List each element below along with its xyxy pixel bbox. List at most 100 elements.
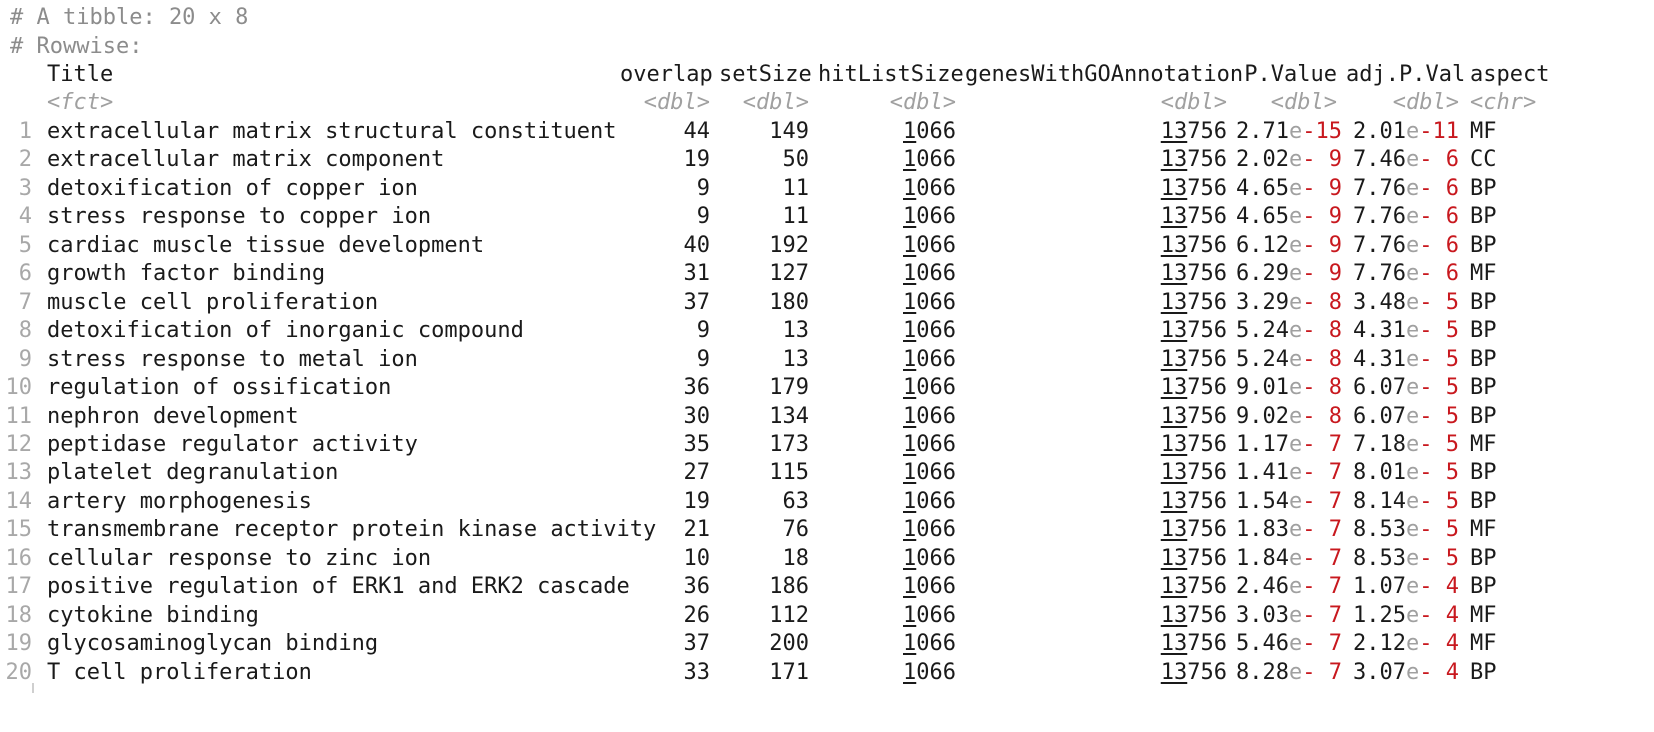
cell-geneswithgoannotation: 13756 [1160,147,1227,172]
cell-setsize: 186 [769,574,809,599]
cell-title: extracellular matrix component [47,147,445,172]
cell-setsize: 112 [769,603,809,628]
cell-geneswithgoannotation: 13756 [1160,204,1227,229]
cell-geneswithgoannotation: 13756 [1160,318,1227,343]
row-number: 4 [18,204,32,229]
tibble-info: # A tibble: 20 x 8 [10,5,249,30]
cell-geneswithgoannotation: 13756 [1160,119,1227,144]
cell-adj-pval: 7.18e- 5 [1353,432,1459,457]
cell-overlap: 40 [683,233,711,258]
cell-pvalue: 6.29e- 9 [1236,261,1342,286]
cell-setsize: 149 [769,119,809,144]
cell-title: stress response to metal ion [47,347,418,372]
cell-overlap: 27 [683,460,711,485]
cell-hitlistsize: 1066 [903,318,956,343]
cell-overlap: 21 [683,517,711,542]
cell-hitlistsize: 1066 [903,261,956,286]
cell-geneswithgoannotation: 13756 [1160,404,1227,429]
cell-geneswithgoannotation: 13756 [1160,489,1227,514]
column-header-aspect: aspect [1470,62,1550,87]
column-header-hitlistsize: hitListSize [818,62,964,87]
cell-aspect: BP [1470,318,1497,343]
cell-aspect: BP [1470,460,1497,485]
cell-geneswithgoannotation: 13756 [1160,517,1227,542]
cell-aspect: BP [1470,204,1497,229]
table-row: 18 cytokine binding 26 112 1066 13756 3.03e- 7… [0,601,1654,631]
cell-setsize: 13 [782,347,810,372]
column-type-row: <fct> <dbl> <dbl> <dbl> <dbl> <dbl> <dbl> <chr> [0,88,1654,118]
column-type-adj-p-val: <dbl> [1392,90,1459,115]
cell-hitlistsize: 1066 [903,290,956,315]
table-row: 3 detoxification of copper ion 9 11 1066 1375… [0,174,1654,204]
column-type-overlap: <dbl> [643,90,710,115]
table-row: 13 platelet degranulation 27 115 1066 13756 1.… [0,458,1654,488]
cell-hitlistsize: 1066 [903,119,956,144]
row-number: 3 [18,176,32,201]
rowwise-info: # Rowwise: [10,34,143,59]
cell-aspect: BP [1470,489,1497,514]
cell-overlap: 30 [683,404,711,429]
cell-hitlistsize: 1066 [903,176,956,201]
cell-geneswithgoannotation: 13756 [1160,660,1227,685]
cell-setsize: 134 [769,404,809,429]
row-number: 2 [18,147,32,172]
table-row: 4 stress response to copper ion 9 11 1066 137… [0,202,1654,232]
cell-setsize: 180 [769,290,809,315]
cell-geneswithgoannotation: 13756 [1160,261,1227,286]
cell-pvalue: 3.29e- 8 [1236,290,1342,315]
cell-adj-pval: 6.07e- 5 [1353,404,1459,429]
table-row: 7 muscle cell proliferation 37 180 1066 13756… [0,288,1654,318]
cell-adj-pval: 8.14e- 5 [1353,489,1459,514]
cell-hitlistsize: 1066 [903,546,956,571]
cell-title: nephron development [47,404,299,429]
cell-pvalue: 1.54e- 7 [1236,489,1342,514]
column-header-p-value: P.Value [1244,62,1337,87]
cell-overlap: 37 [683,631,711,656]
cell-setsize: 173 [769,432,809,457]
cell-setsize: 127 [769,261,809,286]
cell-title: cardiac muscle tissue development [47,233,485,258]
cell-pvalue: 2.46e- 7 [1236,574,1342,599]
row-number: 18 [5,603,33,628]
cell-aspect: BP [1470,375,1497,400]
table-row: 19 glycosaminoglycan binding 37 200 1066 1375… [0,629,1654,659]
cell-geneswithgoannotation: 13756 [1160,375,1227,400]
table-row: 5 cardiac muscle tissue development 40 192 1… [0,231,1654,261]
cell-hitlistsize: 1066 [903,204,956,229]
cell-adj-pval: 4.31e- 5 [1353,347,1459,372]
cell-pvalue: 8.28e- 7 [1236,660,1342,685]
column-type-hitlistsize: <dbl> [889,90,956,115]
table-row: 20 T cell proliferation 33 171 1066 13756 8.28… [0,658,1654,688]
cell-setsize: 76 [782,517,810,542]
cell-overlap: 10 [683,546,711,571]
cell-aspect: BP [1470,176,1497,201]
cell-setsize: 50 [782,147,810,172]
cell-aspect: BP [1470,404,1497,429]
cell-pvalue: 1.84e- 7 [1236,546,1342,571]
table-row: 11 nephron development 30 134 1066 13756 9.02e… [0,402,1654,432]
cell-setsize: 200 [769,631,809,656]
cell-aspect: MF [1470,261,1497,286]
cell-pvalue: 9.01e- 8 [1236,375,1342,400]
cell-hitlistsize: 1066 [903,347,956,372]
cell-geneswithgoannotation: 13756 [1160,233,1227,258]
row-number: 7 [18,290,32,315]
cell-adj-pval: 2.12e- 4 [1353,631,1459,656]
row-number: 14 [5,489,33,514]
row-number: 15 [5,517,33,542]
row-number: 16 [5,546,33,571]
row-number: 17 [5,574,33,599]
cell-overlap: 9 [696,347,710,372]
cell-aspect: MF [1470,603,1497,628]
cell-hitlistsize: 1066 [903,375,956,400]
cell-overlap: 36 [683,375,711,400]
table-row: 10 regulation of ossification 36 179 1066 137… [0,373,1654,403]
cell-title: glycosaminoglycan binding [47,631,379,656]
cell-title: cellular response to zinc ion [47,546,432,571]
column-header-title: Title [47,62,114,87]
row-number: 9 [18,347,32,372]
cell-overlap: 37 [683,290,711,315]
cell-adj-pval: 8.53e- 5 [1353,517,1459,542]
cell-geneswithgoannotation: 13756 [1160,460,1227,485]
